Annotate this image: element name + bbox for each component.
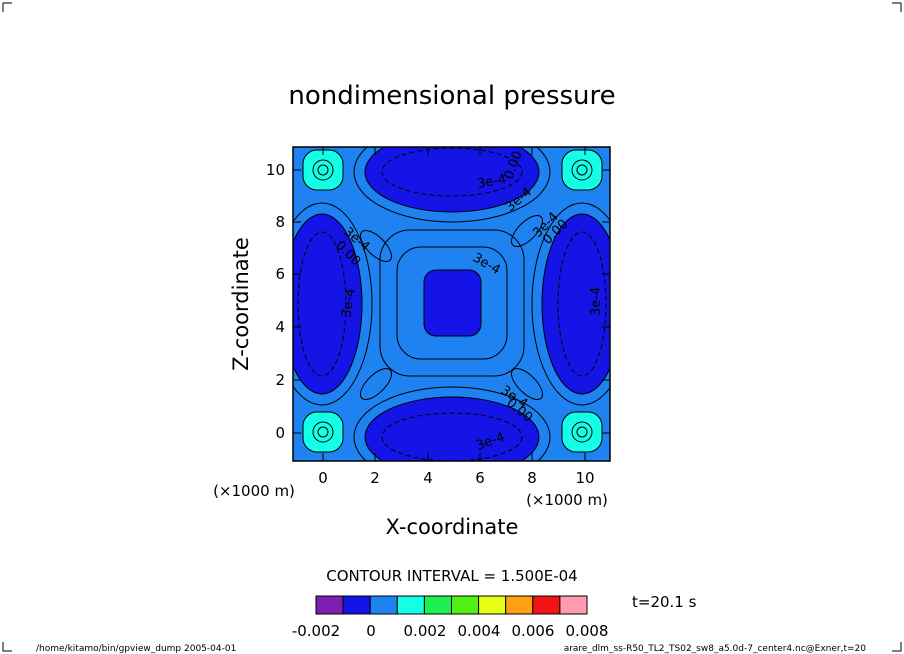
colorbar-cell xyxy=(505,595,534,615)
x-tick-label: 2 xyxy=(370,469,380,487)
colorbar-cell xyxy=(315,595,344,615)
x-axis-label: X-coordinate xyxy=(386,515,519,539)
y-tick-label: 4 xyxy=(275,318,285,336)
colorbar-cell xyxy=(396,595,425,615)
lobe-outer-contours xyxy=(293,147,610,461)
contour-label: 3e-4 xyxy=(589,287,604,316)
x-tick-labels: 0 2 4 6 8 10 xyxy=(318,469,594,487)
plot-frame xyxy=(292,146,611,462)
bottom-lobe xyxy=(364,396,540,461)
colorbar-cell xyxy=(532,595,561,615)
center-contours xyxy=(379,229,525,377)
x-tick-label: 10 xyxy=(575,469,594,487)
corner-high-bottom-left xyxy=(302,411,344,453)
colorbar-tick-label: 0.008 xyxy=(566,622,609,640)
y-tick-label: 6 xyxy=(275,265,285,283)
diagonal-contours xyxy=(359,214,544,401)
right-lobe xyxy=(541,213,610,395)
colorbar-tick-label: 0 xyxy=(366,622,376,640)
corner-high-top-right xyxy=(561,149,603,191)
x-tick-label: 8 xyxy=(527,469,537,487)
top-lobe xyxy=(364,147,540,213)
colorbar-cell xyxy=(423,595,452,615)
colorbar-cell xyxy=(369,595,398,615)
colorbar-tick-labels: -0.002 0 0.002 0.004 0.006 0.008 xyxy=(292,622,609,640)
colorbar-tick-label: 0.006 xyxy=(512,622,555,640)
colorbar-tick-label: 0.002 xyxy=(404,622,447,640)
colorbar-cell xyxy=(559,595,588,615)
y-tick-label: 2 xyxy=(275,371,285,389)
footer-right: arare_dlm_ss-R50_TL2_TS02_sw8_a5.0d-7_ce… xyxy=(564,644,867,654)
corner-high-top-left xyxy=(302,149,344,191)
tick-marks xyxy=(293,147,610,461)
y-unit-label: (×1000 m) xyxy=(213,482,295,500)
time-label: t=20.1 s xyxy=(632,593,697,611)
contour-label: 3e-4 xyxy=(476,172,507,192)
left-lobe xyxy=(293,213,363,395)
colorbar: -0.002 0 0.002 0.004 0.006 0.008 xyxy=(292,595,609,640)
contour-label: 3e-4 xyxy=(339,287,359,318)
y-tick-labels: 0 2 4 6 8 10 xyxy=(266,161,285,442)
center-low xyxy=(423,269,482,337)
corner-highs xyxy=(302,149,603,453)
colorbar-cell xyxy=(451,595,480,615)
colorbar-cell xyxy=(478,595,507,615)
colorbar-cell xyxy=(342,595,371,615)
y-tick-label: 0 xyxy=(275,424,285,442)
y-tick-label: 10 xyxy=(266,161,285,179)
footer-left: /home/kitamo/bin/gpview_dump 2005-04-01 xyxy=(36,644,236,654)
contour-interval: CONTOUR INTERVAL = 1.500E-04 xyxy=(326,567,577,585)
x-tick-label: 0 xyxy=(318,469,328,487)
plot-area: 3e-4 0.00 3e-4 3e-4 0.00 3e-4 3e-4 3e-4 … xyxy=(292,146,611,462)
x-unit-label: (×1000 m) xyxy=(526,491,608,509)
colorbar-tick-label: -0.002 xyxy=(292,622,340,640)
x-tick-label: 6 xyxy=(475,469,485,487)
x-tick-label: 4 xyxy=(423,469,433,487)
corner-high-bottom-right xyxy=(561,411,603,453)
y-axis-label: Z-coordinate xyxy=(229,237,253,371)
dashed-contours xyxy=(297,147,607,461)
chart-title: nondimensional pressure xyxy=(288,81,615,111)
colorbar-tick-label: 0.004 xyxy=(458,622,501,640)
y-tick-label: 8 xyxy=(275,213,285,231)
